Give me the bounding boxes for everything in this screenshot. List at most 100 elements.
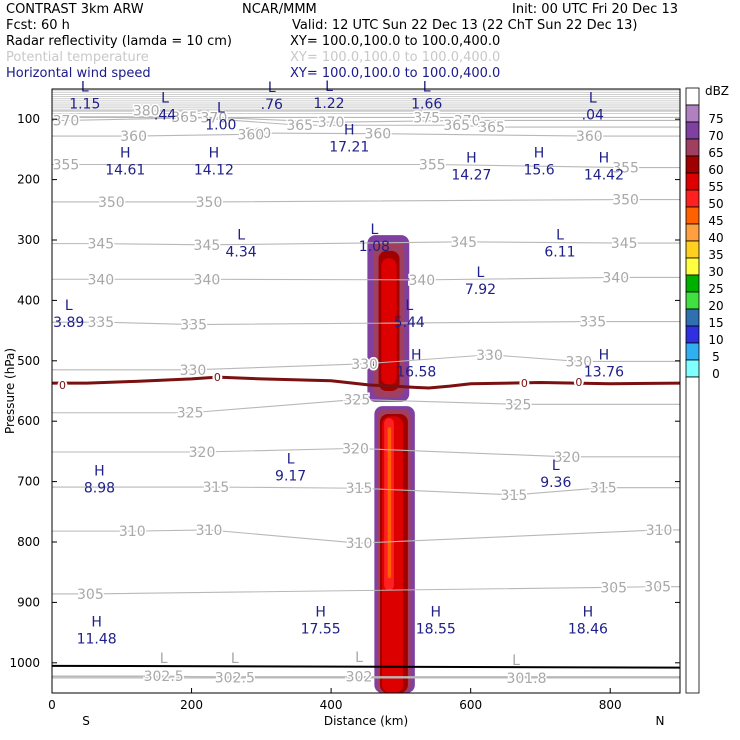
wind-extremum-value: 18.46 xyxy=(568,621,608,637)
theta-label: 320 xyxy=(342,441,369,457)
wind-extremum-type: H xyxy=(209,145,220,161)
wind-extremum-value: 1.22 xyxy=(313,96,344,112)
wind-extremum-type: L xyxy=(370,222,378,238)
header-project: CONTRAST 3km ARW xyxy=(6,2,144,17)
theta-contour-320 xyxy=(52,447,680,458)
theta-label: 355 xyxy=(53,158,80,174)
colorbar-level-label: 65 xyxy=(708,146,723,160)
colorbar-level-label: 40 xyxy=(708,231,723,245)
x-tick-label: 0 xyxy=(48,698,56,712)
wind-extremum-value: 7.92 xyxy=(465,282,496,298)
theta-label: 301.8 xyxy=(506,671,546,687)
wind-extremum-type: L xyxy=(81,79,89,95)
theta-label: 340 xyxy=(602,270,629,286)
y-tick-label: 1000 xyxy=(9,656,40,670)
wind-extremum-value: 17.55 xyxy=(301,621,341,637)
colorbar-level-label: 70 xyxy=(708,129,723,143)
wind-extremum-value: 1.00 xyxy=(205,118,236,134)
zero-label: 0 xyxy=(521,377,528,390)
wind-extremum-value: 14.27 xyxy=(451,168,491,184)
field-label-wind: Horizontal wind speed xyxy=(6,66,151,81)
theta-label: 370 xyxy=(454,113,481,129)
colorbar-level-label: 15 xyxy=(708,316,723,330)
wind-extremum-type: L xyxy=(556,227,564,243)
theta-label: 330 xyxy=(180,363,207,379)
theta-contour-345 xyxy=(52,241,680,246)
colorbar-swatch xyxy=(685,121,700,140)
wind-extremum-value: 6.11 xyxy=(544,244,575,260)
colorbar-level-label: 25 xyxy=(708,282,723,296)
theta-label: 355 xyxy=(612,161,639,177)
theta-label: 365 xyxy=(286,118,313,134)
theta-contour-315 xyxy=(52,486,680,496)
y-tick-label: 900 xyxy=(17,595,40,609)
colorbar-unit: dBZ xyxy=(705,84,729,98)
y-tick-label: 400 xyxy=(17,293,40,307)
wind-extremum-type: H xyxy=(599,151,610,167)
theta-label: 315 xyxy=(501,488,528,504)
wind-extremum-value: 3.89 xyxy=(53,315,84,331)
theta-label: 365 xyxy=(443,118,470,134)
theta-contour-340 xyxy=(52,276,680,281)
theta-contour-370 xyxy=(52,116,680,123)
wind-extremum-value: .44 xyxy=(154,107,176,123)
surface-line xyxy=(51,664,681,669)
wind-extremum-value: 18.55 xyxy=(416,621,456,637)
zero-line-layer: 0 0 0 0 xyxy=(52,371,681,392)
wind-extremum-type: H xyxy=(431,604,442,620)
field-xy-wind: XY= 100.0,100.0 to 100.0,400.0 xyxy=(290,66,501,81)
theta-label: 360 xyxy=(244,126,271,142)
colorbar-level-label: 35 xyxy=(708,248,723,262)
theta-label: 302 xyxy=(346,670,373,686)
theta-label: 380 xyxy=(133,104,160,120)
colorbar-swatch-bottom xyxy=(685,376,700,694)
theta-label: 355 xyxy=(419,158,446,174)
header-fcst: Fcst: 60 h xyxy=(6,18,70,33)
colorbar-swatch xyxy=(685,223,700,242)
wind-extremum-type: H xyxy=(91,615,102,631)
colorbar-level-label: 55 xyxy=(708,180,723,194)
theta-label: 350 xyxy=(196,195,223,211)
theta-label: 325 xyxy=(344,392,371,408)
theta-contour-330 xyxy=(52,354,680,371)
x-tick-label: 400 xyxy=(320,698,343,712)
theta-label: 310 xyxy=(646,523,673,539)
wind-extremum-value: 9.17 xyxy=(275,469,306,485)
x-axis-end-south: S xyxy=(82,714,90,728)
theta-label: 360 xyxy=(120,129,147,145)
colorbar-level-label: 50 xyxy=(708,197,723,211)
zero-label-bg xyxy=(519,378,530,389)
colorbar-swatch xyxy=(685,359,700,378)
theta-label: 330 xyxy=(476,348,503,364)
theta-label: 325 xyxy=(505,397,532,413)
colorbar-swatch-top xyxy=(685,87,700,106)
theta-label: 345 xyxy=(194,238,221,254)
wind-extremum-value: 5.44 xyxy=(394,315,425,331)
theta-label: 350 xyxy=(98,195,125,211)
reflectivity-cell-3 xyxy=(381,258,397,385)
theta-label: 370 xyxy=(53,113,80,129)
zero-label-bg xyxy=(212,372,223,383)
wind-extremum-value: 8.98 xyxy=(84,481,115,497)
wind-extremum-type: L xyxy=(161,90,169,106)
theta-label: 305 xyxy=(77,587,104,603)
x-tick-label: 200 xyxy=(180,698,203,712)
theta-label: 305 xyxy=(600,580,627,596)
theta-label: 360 xyxy=(364,127,391,143)
header-center: NCAR/MMM xyxy=(242,2,317,17)
wind-extremum-type: L xyxy=(325,79,333,95)
y-tick-label: 500 xyxy=(17,354,40,368)
zero-label: 0 xyxy=(59,379,66,392)
wind-extremum-type: H xyxy=(466,151,477,167)
header-init: Init: 00 UTC Fri 20 Dec 13 xyxy=(512,2,678,17)
wind-extremum-type: L xyxy=(423,79,431,95)
theta-label: 340 xyxy=(408,273,435,289)
y-tick-label: 200 xyxy=(17,173,40,187)
colorbar-swatch xyxy=(685,274,700,293)
field-xy-theta: XY= 100.0,100.0 to 100.0,400.0 xyxy=(290,50,501,65)
wind-extremum-value: 13.76 xyxy=(584,365,624,381)
wind-extremum-value: 1.15 xyxy=(69,96,100,112)
theta-label: 345 xyxy=(611,236,638,252)
theta-label: 320 xyxy=(189,445,216,461)
